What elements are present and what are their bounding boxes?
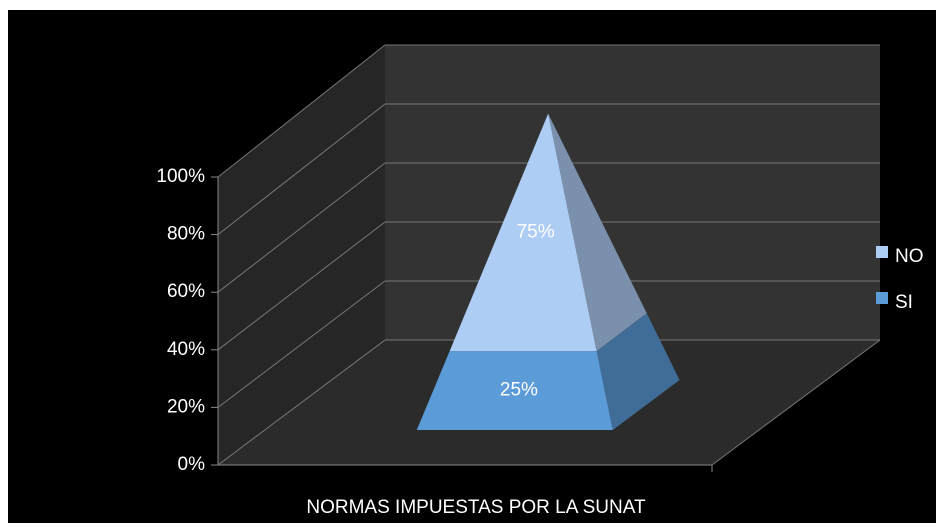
side-wall: [218, 45, 385, 465]
y-tick-label: 40%: [167, 339, 205, 360]
grid-line: [217, 44, 386, 178]
y-tick-label: 80%: [167, 224, 205, 245]
grid-line: [217, 221, 386, 351]
pyramid-segment: [449, 113, 597, 352]
legend-swatch: [876, 292, 888, 304]
y-tick-label: 60%: [167, 281, 205, 302]
legend-swatch: [876, 246, 888, 258]
grid-line: [217, 103, 386, 235]
category-label: NORMAS IMPUESTAS POR LA SUNAT: [306, 497, 646, 518]
pyramid-segment: [416, 351, 613, 430]
data-label: 75%: [517, 222, 555, 243]
y-tick-label: 100%: [156, 166, 205, 187]
pyramid-side: [596, 313, 680, 430]
y-tick-label: 20%: [167, 396, 205, 417]
pyramid-side: [548, 113, 647, 352]
grid-line: [217, 162, 386, 293]
grid-line: [217, 280, 386, 408]
grid-line: [217, 339, 386, 466]
y-tick-label: 0%: [178, 454, 206, 475]
floor-edge: [711, 339, 881, 466]
legend-label: SI: [895, 292, 913, 313]
legend-label: NO: [895, 246, 924, 267]
data-label: 25%: [500, 380, 538, 401]
